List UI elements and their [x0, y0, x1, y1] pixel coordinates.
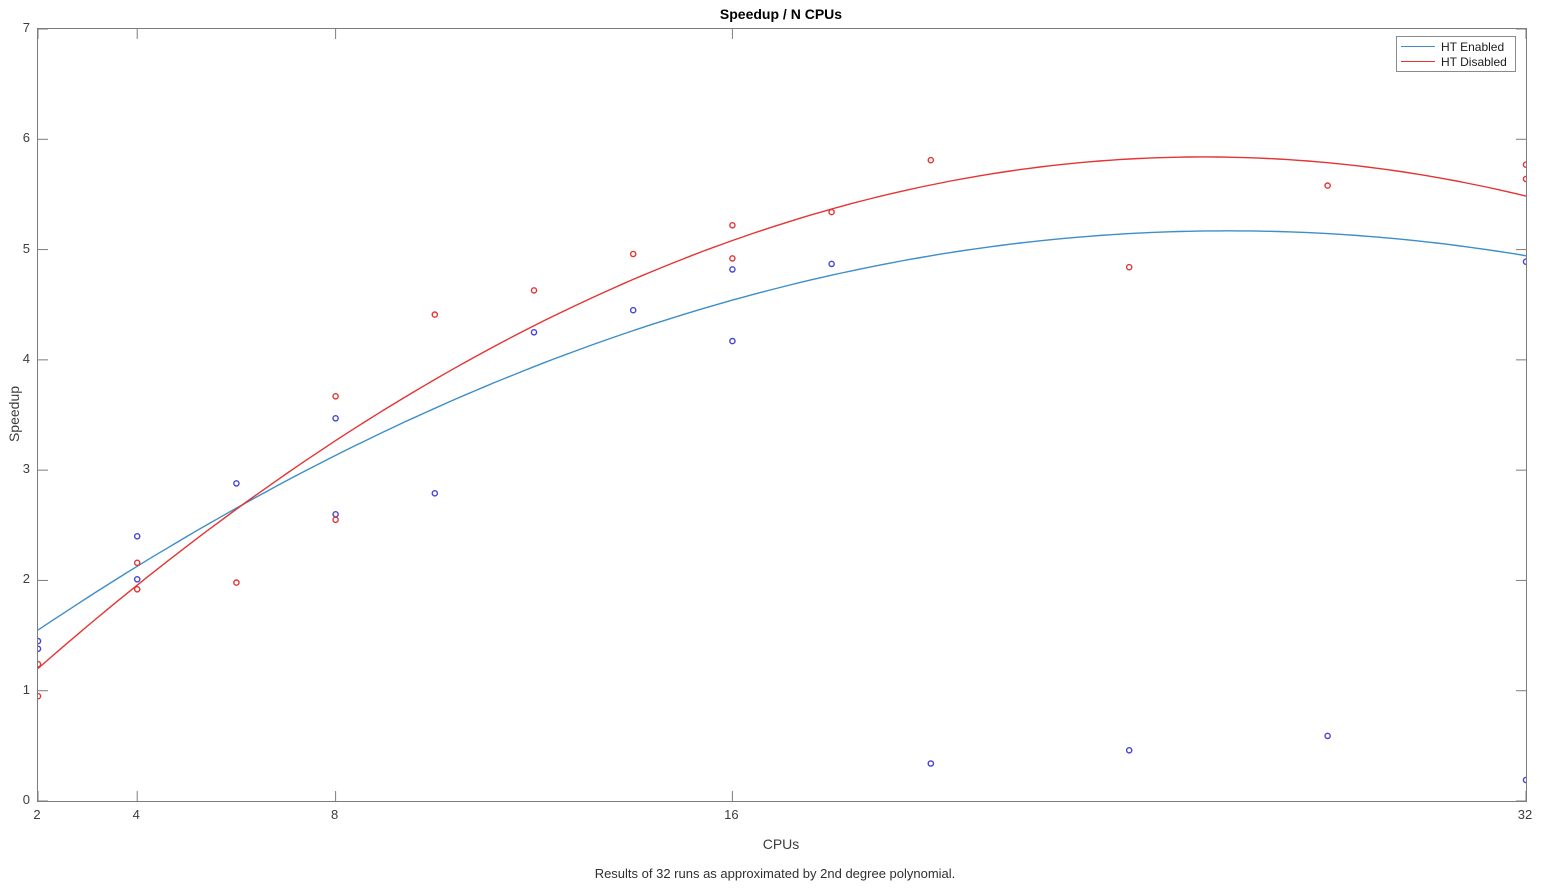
figure-caption: Results of 32 runs as approximated by 2n… [594, 866, 956, 881]
legend-label: HT Enabled [1441, 39, 1505, 54]
y-tick-label: 2 [22, 571, 30, 587]
legend-line-sample-blue [1401, 46, 1435, 47]
y-axis-title: Speedup [6, 385, 22, 443]
x-tick-label: 16 [724, 807, 739, 822]
legend-item-ht-enabled: HT Enabled [1397, 39, 1515, 54]
y-tick-label: 0 [22, 792, 30, 807]
y-tick-label: 4 [22, 350, 30, 366]
legend-label: HT Disabled [1441, 54, 1507, 69]
x-tick-label: 8 [330, 807, 339, 822]
x-tick-label: 4 [132, 807, 140, 822]
chart-title: Speedup / N CPUs [719, 6, 843, 22]
plot-area [37, 28, 1527, 802]
y-tick-label: 1 [22, 681, 30, 697]
y-tick-label: 6 [22, 130, 30, 146]
y-tick-label: 5 [22, 240, 30, 256]
legend-item-ht-disabled: HT Disabled [1397, 54, 1515, 69]
legend-line-sample-red [1401, 61, 1435, 62]
plot-canvas [38, 29, 1526, 801]
x-axis-title: CPUs [762, 836, 800, 852]
x-tick-label: 32 [1517, 807, 1533, 822]
x-axis-tick-labels: 2 4 8 16 32 [33, 807, 1532, 825]
x-tick-label: 2 [33, 807, 41, 822]
y-axis-tick-labels: 0 1 2 3 4 5 6 7 [2, 20, 32, 807]
y-tick-label: 7 [22, 20, 30, 35]
legend: HT Enabled HT Disabled [1396, 36, 1516, 72]
y-tick-label: 3 [22, 461, 30, 477]
